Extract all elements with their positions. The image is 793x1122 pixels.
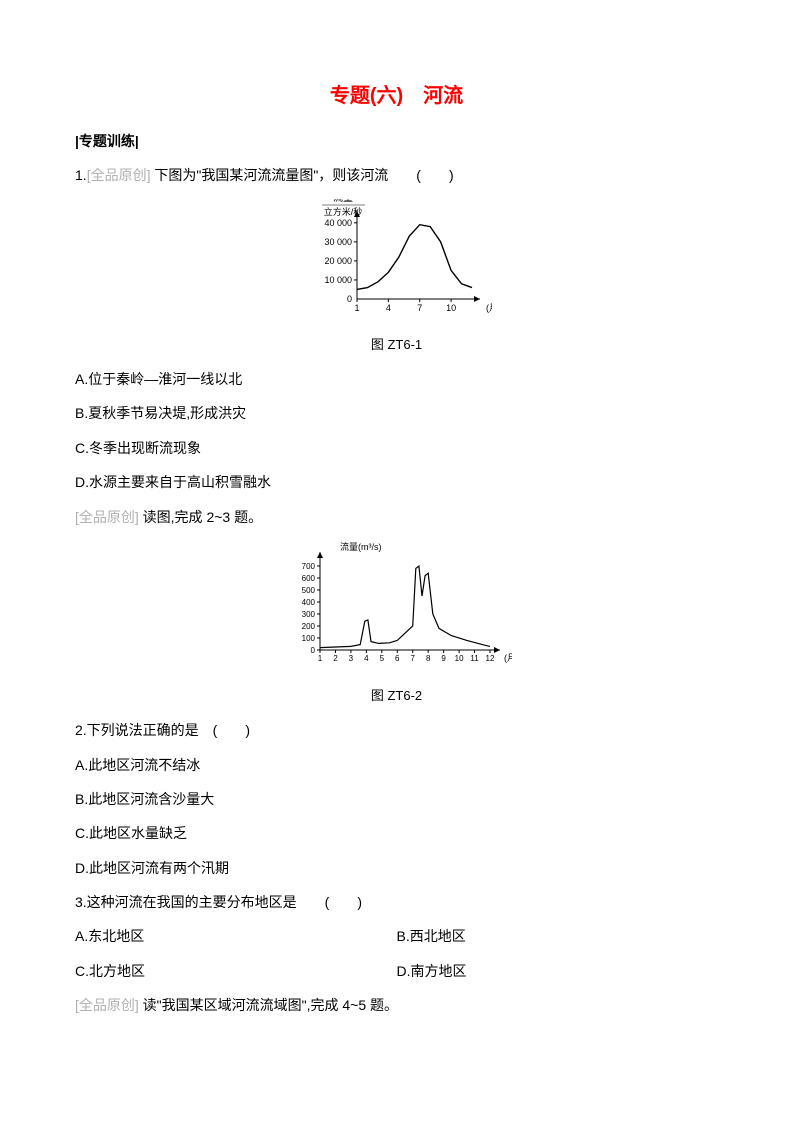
- svg-text:流量: 流量: [333, 199, 353, 204]
- svg-text:9: 9: [441, 654, 446, 663]
- svg-text:0: 0: [346, 294, 351, 304]
- intro-23-text: 读图,完成 2~3 题。: [143, 509, 262, 525]
- intro-45-tag: [全品原创]: [75, 997, 139, 1013]
- q3-opt-b: B.西北地区: [397, 925, 466, 947]
- svg-text:300: 300: [301, 610, 315, 619]
- svg-text:11: 11: [470, 654, 479, 663]
- q1-opt-c: C.冬季出现断流现象: [75, 437, 718, 459]
- intro-45: [全品原创] 读"我国某区域河流流域图",完成 4~5 题。: [75, 994, 718, 1016]
- q1-tag: [全品原创]: [87, 167, 151, 183]
- svg-text:0: 0: [310, 646, 315, 655]
- figure-1-caption: 图 ZT6-1: [75, 335, 718, 356]
- svg-text:(月): (月): [486, 303, 492, 313]
- chart-zt6-2: 0100200300400500600700123456789101112(月)…: [282, 540, 512, 670]
- svg-text:100: 100: [301, 634, 315, 643]
- svg-text:10: 10: [454, 654, 463, 663]
- chart-zt6-1: 10 000 20 000 30 000 40 000 01 4 7 10 (月) 流量立方米/秒: [302, 199, 492, 319]
- svg-text:1: 1: [354, 303, 359, 313]
- q2-stem: 2.下列说法正确的是 ( ): [75, 719, 718, 741]
- svg-text:500: 500: [301, 586, 315, 595]
- svg-text:6: 6: [395, 654, 400, 663]
- svg-text:5: 5: [379, 654, 384, 663]
- svg-text:流量(m³/s): 流量(m³/s): [340, 541, 382, 552]
- q3-opt-d: D.南方地区: [397, 960, 467, 982]
- q1-number: 1.: [75, 167, 87, 183]
- q3-opt-a: A.东北地区: [75, 925, 397, 947]
- q3-stem: 3.这种河流在我国的主要分布地区是 ( ): [75, 891, 718, 913]
- svg-text:30 000: 30 000: [324, 237, 352, 247]
- svg-text:(月): (月): [504, 653, 512, 663]
- svg-text:立方米/秒: 立方米/秒: [323, 206, 362, 217]
- intro-45-text: 读"我国某区域河流流域图",完成 4~5 题。: [143, 997, 398, 1013]
- q1-stem-line: 1.[全品原创] 下图为"我国某河流流量图"，则该河流 ( ): [75, 164, 718, 186]
- svg-text:4: 4: [364, 654, 369, 663]
- svg-text:7: 7: [417, 303, 422, 313]
- q2-opt-b: B.此地区河流含沙量大: [75, 788, 718, 810]
- svg-text:700: 700: [301, 562, 315, 571]
- q1-stem: 下图为"我国某河流流量图"，则该河流 ( ): [154, 167, 453, 183]
- svg-text:8: 8: [425, 654, 430, 663]
- svg-text:1: 1: [317, 654, 322, 663]
- figure-2-wrap: 0100200300400500600700123456789101112(月)…: [75, 540, 718, 676]
- q1-opt-a: A.位于秦岭—淮河一线以北: [75, 368, 718, 390]
- q3-opt-c: C.北方地区: [75, 960, 397, 982]
- q2-opt-a: A.此地区河流不结冰: [75, 754, 718, 776]
- intro-23-tag: [全品原创]: [75, 509, 139, 525]
- svg-text:20 000: 20 000: [324, 256, 352, 266]
- svg-text:4: 4: [385, 303, 390, 313]
- figure-2-caption: 图 ZT6-2: [75, 686, 718, 707]
- svg-text:3: 3: [348, 654, 353, 663]
- section-header: |专题训练|: [75, 130, 718, 152]
- svg-text:10 000: 10 000: [324, 275, 352, 285]
- q2-opt-d: D.此地区河流有两个汛期: [75, 857, 718, 879]
- q1-opt-b: B.夏秋季节易决堤,形成洪灾: [75, 402, 718, 424]
- figure-1-wrap: 10 000 20 000 30 000 40 000 01 4 7 10 (月) 流量立方米/秒: [75, 199, 718, 325]
- intro-23: [全品原创] 读图,完成 2~3 题。: [75, 506, 718, 528]
- svg-text:7: 7: [410, 654, 415, 663]
- svg-text:10: 10: [446, 303, 456, 313]
- svg-text:2: 2: [333, 654, 338, 663]
- svg-text:200: 200: [301, 622, 315, 631]
- svg-text:400: 400: [301, 598, 315, 607]
- svg-text:600: 600: [301, 574, 315, 583]
- q2-opt-c: C.此地区水量缺乏: [75, 822, 718, 844]
- svg-text:40 000: 40 000: [324, 218, 352, 228]
- svg-text:12: 12: [485, 654, 494, 663]
- q1-opt-d: D.水源主要来自于高山积雪融水: [75, 471, 718, 493]
- page-title: 专题(六) 河流: [75, 80, 718, 112]
